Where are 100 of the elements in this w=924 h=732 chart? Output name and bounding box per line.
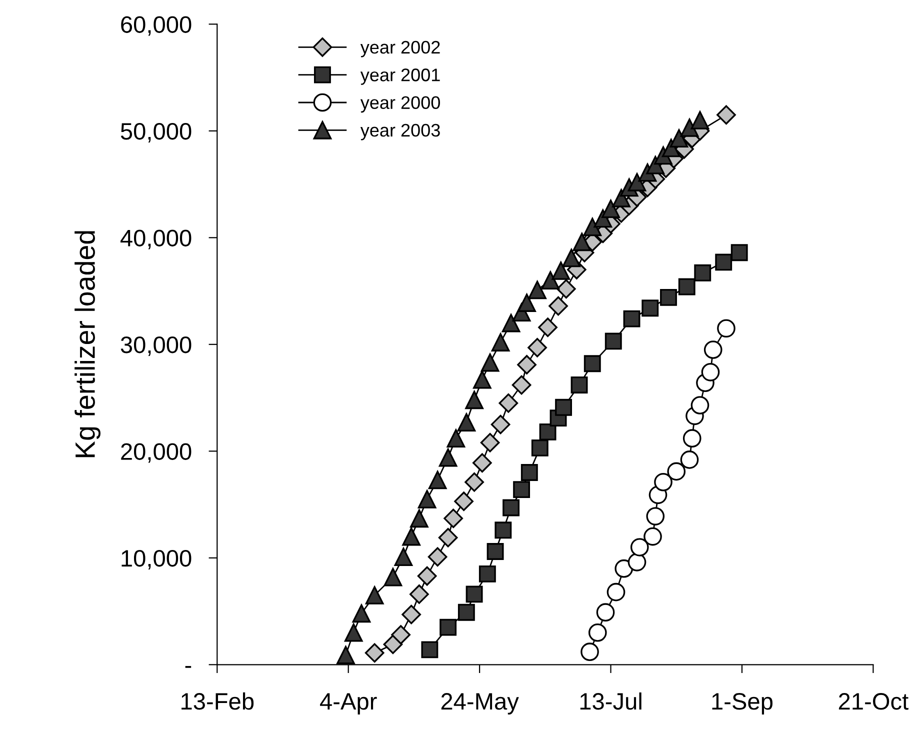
x-tick-label: 13-Feb [182,692,254,710]
point [517,355,536,374]
point [570,376,588,394]
point [520,464,538,481]
point [548,296,568,316]
point [717,319,736,338]
point [502,499,520,516]
point [428,547,448,567]
point [596,603,615,622]
legend-label: year 2000 [360,96,440,113]
point [588,623,607,642]
y-tick-label: - [185,666,192,668]
y-tick-label: 50,000 [120,122,192,142]
point [464,472,484,492]
y-tick-label: 10,000 [122,550,192,570]
point [458,604,475,621]
point [602,200,620,218]
point [394,548,413,566]
y-tick-label: 60,000 [121,16,192,36]
point [682,429,702,448]
point [478,565,496,582]
point [491,333,510,352]
point [472,453,492,473]
point [513,481,530,498]
point [680,450,699,469]
point [623,310,640,328]
point [391,625,411,644]
point [446,429,466,448]
point [690,111,710,130]
point [716,105,736,125]
point [486,543,504,560]
point [410,509,428,528]
x-tick-label: 13-Jul [580,692,642,710]
point [494,522,512,539]
x-tick-label: 21-Oct [838,693,908,710]
point [690,396,710,414]
point [606,582,626,602]
point [667,462,686,481]
legend-label: year 2002 [360,40,440,58]
point [438,448,458,467]
point [660,288,677,306]
point [444,508,463,528]
point [670,129,688,148]
point [552,262,570,280]
point [418,490,436,508]
point [583,218,602,236]
point [562,248,581,268]
point [528,280,546,300]
y-tick-label: 30,000 [120,336,192,356]
point [541,271,560,290]
point [614,559,634,578]
legend-label: year 2001 [360,68,440,85]
point [466,586,483,603]
point [604,332,622,350]
point [440,618,457,636]
point [352,604,371,623]
point [701,362,720,382]
point [538,318,558,337]
point [480,432,500,452]
point [490,414,510,434]
point [580,642,599,662]
point [428,470,447,490]
point [480,353,500,372]
point [539,423,556,440]
y-tick-label: 40,000 [120,230,192,250]
point [628,172,646,192]
point [438,528,458,548]
point [584,355,601,372]
point [642,300,659,317]
point [365,586,384,604]
point [402,527,420,546]
x-tick-label: 4-Apr [320,693,377,714]
point [556,279,576,299]
point [531,439,548,456]
point [730,244,748,262]
point [518,294,536,312]
point [402,604,421,624]
point [364,643,384,663]
point [704,340,722,359]
x-tick-label: 24-May [441,693,519,714]
point [644,527,662,546]
point [421,641,438,658]
point [680,118,699,137]
point [512,375,532,395]
point [344,623,363,642]
point [694,264,712,282]
point [628,553,646,572]
point [336,646,355,664]
point [502,314,520,332]
point [498,393,518,413]
point [654,472,672,492]
y-axis-title: Kg fertilizer loaded [74,231,100,458]
point [678,278,696,296]
point [417,566,437,586]
point [384,568,402,586]
point [646,507,665,526]
point [457,413,476,432]
y-tick-label: 20,000 [121,443,192,463]
point [555,398,572,416]
legend-label: year 2003 [360,124,440,140]
